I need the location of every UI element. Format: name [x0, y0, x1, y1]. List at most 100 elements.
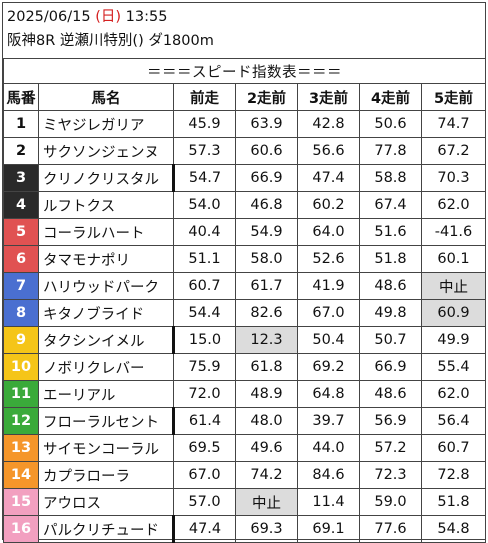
speed-index-cell: 70.3: [421, 164, 486, 192]
speed-index-cell: 57.2: [359, 434, 422, 462]
speed-index-cell: 72.0: [173, 380, 236, 408]
speed-index-cell: 60.2: [297, 191, 360, 219]
speed-index-cell: 39.7: [297, 407, 360, 435]
speed-index-cell: 44.0: [297, 434, 360, 462]
speed-index-cell: 74.7: [421, 110, 486, 138]
speed-index-cell: 48.9: [235, 380, 298, 408]
speed-index-cell: 57.3: [173, 137, 236, 165]
horse-number: 6: [3, 245, 39, 273]
speed-index-cell: 52.6: [297, 245, 360, 273]
speed-index-cell: 74.2: [235, 461, 298, 489]
speed-index-cell: 82.6: [235, 299, 298, 327]
speed-index-cell: 51.8: [421, 488, 486, 516]
horse-number: 12: [3, 407, 39, 435]
speed-index-cell: 51.1: [173, 245, 236, 273]
speed-index-cell: 50.7: [359, 326, 422, 354]
race-title: 阪神8R 逆瀬川特別() ダ1800m: [7, 33, 214, 49]
speed-index-cell: 11.4: [297, 488, 360, 516]
horse-name: エーリアル: [38, 380, 174, 408]
horse-number: 8: [3, 299, 39, 327]
speed-index-cell: 72.8: [421, 461, 486, 489]
speed-index-cell: 54.7: [173, 164, 236, 192]
speed-index-cell: 69.5: [173, 434, 236, 462]
race-date: 2025/06/15: [7, 9, 91, 25]
speed-index-cell: 77.8: [359, 137, 422, 165]
speed-index-cell: 51.8: [359, 245, 422, 273]
speed-index-cell: 中止: [235, 488, 298, 516]
speed-index-cell: 48.6: [359, 380, 422, 408]
table-row: 9 タクシンイメル 15.0 12.3 50.4 50.7 49.9: [3, 326, 486, 354]
table-row: 2 サクソンジェンヌ 57.3 60.6 56.6 77.8 67.2: [3, 137, 486, 165]
table-row: 4 ルフトクス 54.0 46.8 60.2 67.4 62.0: [3, 191, 486, 219]
speed-index-cell: 56.9: [359, 407, 422, 435]
speed-index-cell: 50.4: [297, 326, 360, 354]
speed-index-cell: 61.4: [173, 407, 236, 435]
race-datetime: 2025/06/15 (日) 13:55: [7, 6, 167, 28]
speed-index-cell: 58.8: [359, 164, 422, 192]
speed-index-cell: 56.6: [297, 137, 360, 165]
speed-index-cell: 77.6: [359, 515, 422, 543]
speed-index-cell: 66.9: [235, 164, 298, 192]
horse-name: ハリウッドパーク: [38, 272, 174, 300]
speed-index-cell: 63.9: [235, 110, 298, 138]
speed-index-cell: 48.0: [235, 407, 298, 435]
horse-number: 1: [3, 110, 39, 138]
horse-name: ノボリクレバー: [38, 353, 174, 381]
horse-name: サイモンコーラル: [38, 434, 174, 462]
speed-index-cell: 69.3: [235, 515, 298, 543]
speed-index-cell: 61.7: [235, 272, 298, 300]
horse-name: サクソンジェンヌ: [38, 137, 174, 165]
horse-number: 9: [3, 326, 39, 354]
speed-index-cell: 41.9: [297, 272, 360, 300]
speed-index-cell: 12.3: [235, 326, 298, 354]
table-row: 16 パルクリチュード 47.4 69.3 69.1 77.6 54.8: [3, 515, 486, 543]
table-row: 1 ミヤジレガリア 45.9 63.9 42.8 50.6 74.7: [3, 110, 486, 138]
speed-index-cell: 49.6: [235, 434, 298, 462]
speed-index-cell: 75.9: [173, 353, 236, 381]
horse-name: タクシンイメル: [38, 326, 175, 354]
horse-number: 13: [3, 434, 39, 462]
speed-index-cell: 62.0: [421, 380, 486, 408]
speed-index-cell: 54.9: [235, 218, 298, 246]
horse-number: 10: [3, 353, 39, 381]
horse-number: 2: [3, 137, 39, 165]
speed-index-cell: 60.6: [235, 137, 298, 165]
horse-number: 11: [3, 380, 39, 408]
speed-index-cell: 15.0: [173, 326, 236, 354]
horse-number: 16: [3, 515, 39, 543]
table-row: 7 ハリウッドパーク 60.7 61.7 41.9 48.6 中止: [3, 272, 486, 300]
horse-number: 4: [3, 191, 39, 219]
speed-index-cell: 46.8: [235, 191, 298, 219]
speed-index-cell: 54.8: [421, 515, 486, 543]
column-horse-name: 馬名: [38, 83, 174, 111]
speed-index-cell: 84.6: [297, 461, 360, 489]
speed-index-cell: 60.7: [421, 434, 486, 462]
speed-index-cell: 60.9: [421, 299, 486, 327]
horse-number: 7: [3, 272, 39, 300]
table-row: 5 コーラルハート 40.4 54.9 64.0 51.6 -41.6: [3, 218, 486, 246]
table-row: 15 アウロス 57.0 中止 11.4 59.0 51.8: [3, 488, 486, 516]
table-row: 8 キタノブライド 54.4 82.6 67.0 49.8 60.9: [3, 299, 486, 327]
speed-index-cell: 59.0: [359, 488, 422, 516]
speed-index-cell: 55.4: [421, 353, 486, 381]
speed-index-cell: 51.6: [359, 218, 422, 246]
horse-number: 5: [3, 218, 39, 246]
speed-index-cell: 66.9: [359, 353, 422, 381]
horse-name: カプラローラ: [38, 461, 174, 489]
speed-index-cell: 67.0: [173, 461, 236, 489]
speed-index-cell: 67.0: [297, 299, 360, 327]
table-row: 6 タマモナポリ 51.1 58.0 52.6 51.8 60.1: [3, 245, 486, 273]
table-row: 14 カプラローラ 67.0 74.2 84.6 72.3 72.8: [3, 461, 486, 489]
speed-index-cell: 49.9: [421, 326, 486, 354]
speed-index-cell: 47.4: [173, 515, 236, 543]
speed-index-cell: 57.0: [173, 488, 236, 516]
horse-name: パルクリチュード: [38, 515, 175, 543]
speed-index-cell: 72.3: [359, 461, 422, 489]
speed-index-cell: 64.8: [297, 380, 360, 408]
speed-index-cell: 67.4: [359, 191, 422, 219]
speed-index-cell: 49.8: [359, 299, 422, 327]
speed-index-table: ＝＝＝スピード指数表＝＝＝ 馬番 馬名 前走 2走前 3走前 4走前 5走前 1 ミヤジレガリ…: [3, 58, 486, 543]
horse-number: 3: [3, 164, 39, 192]
horse-number: 15: [3, 488, 39, 516]
speed-index-cell: 48.6: [359, 272, 422, 300]
